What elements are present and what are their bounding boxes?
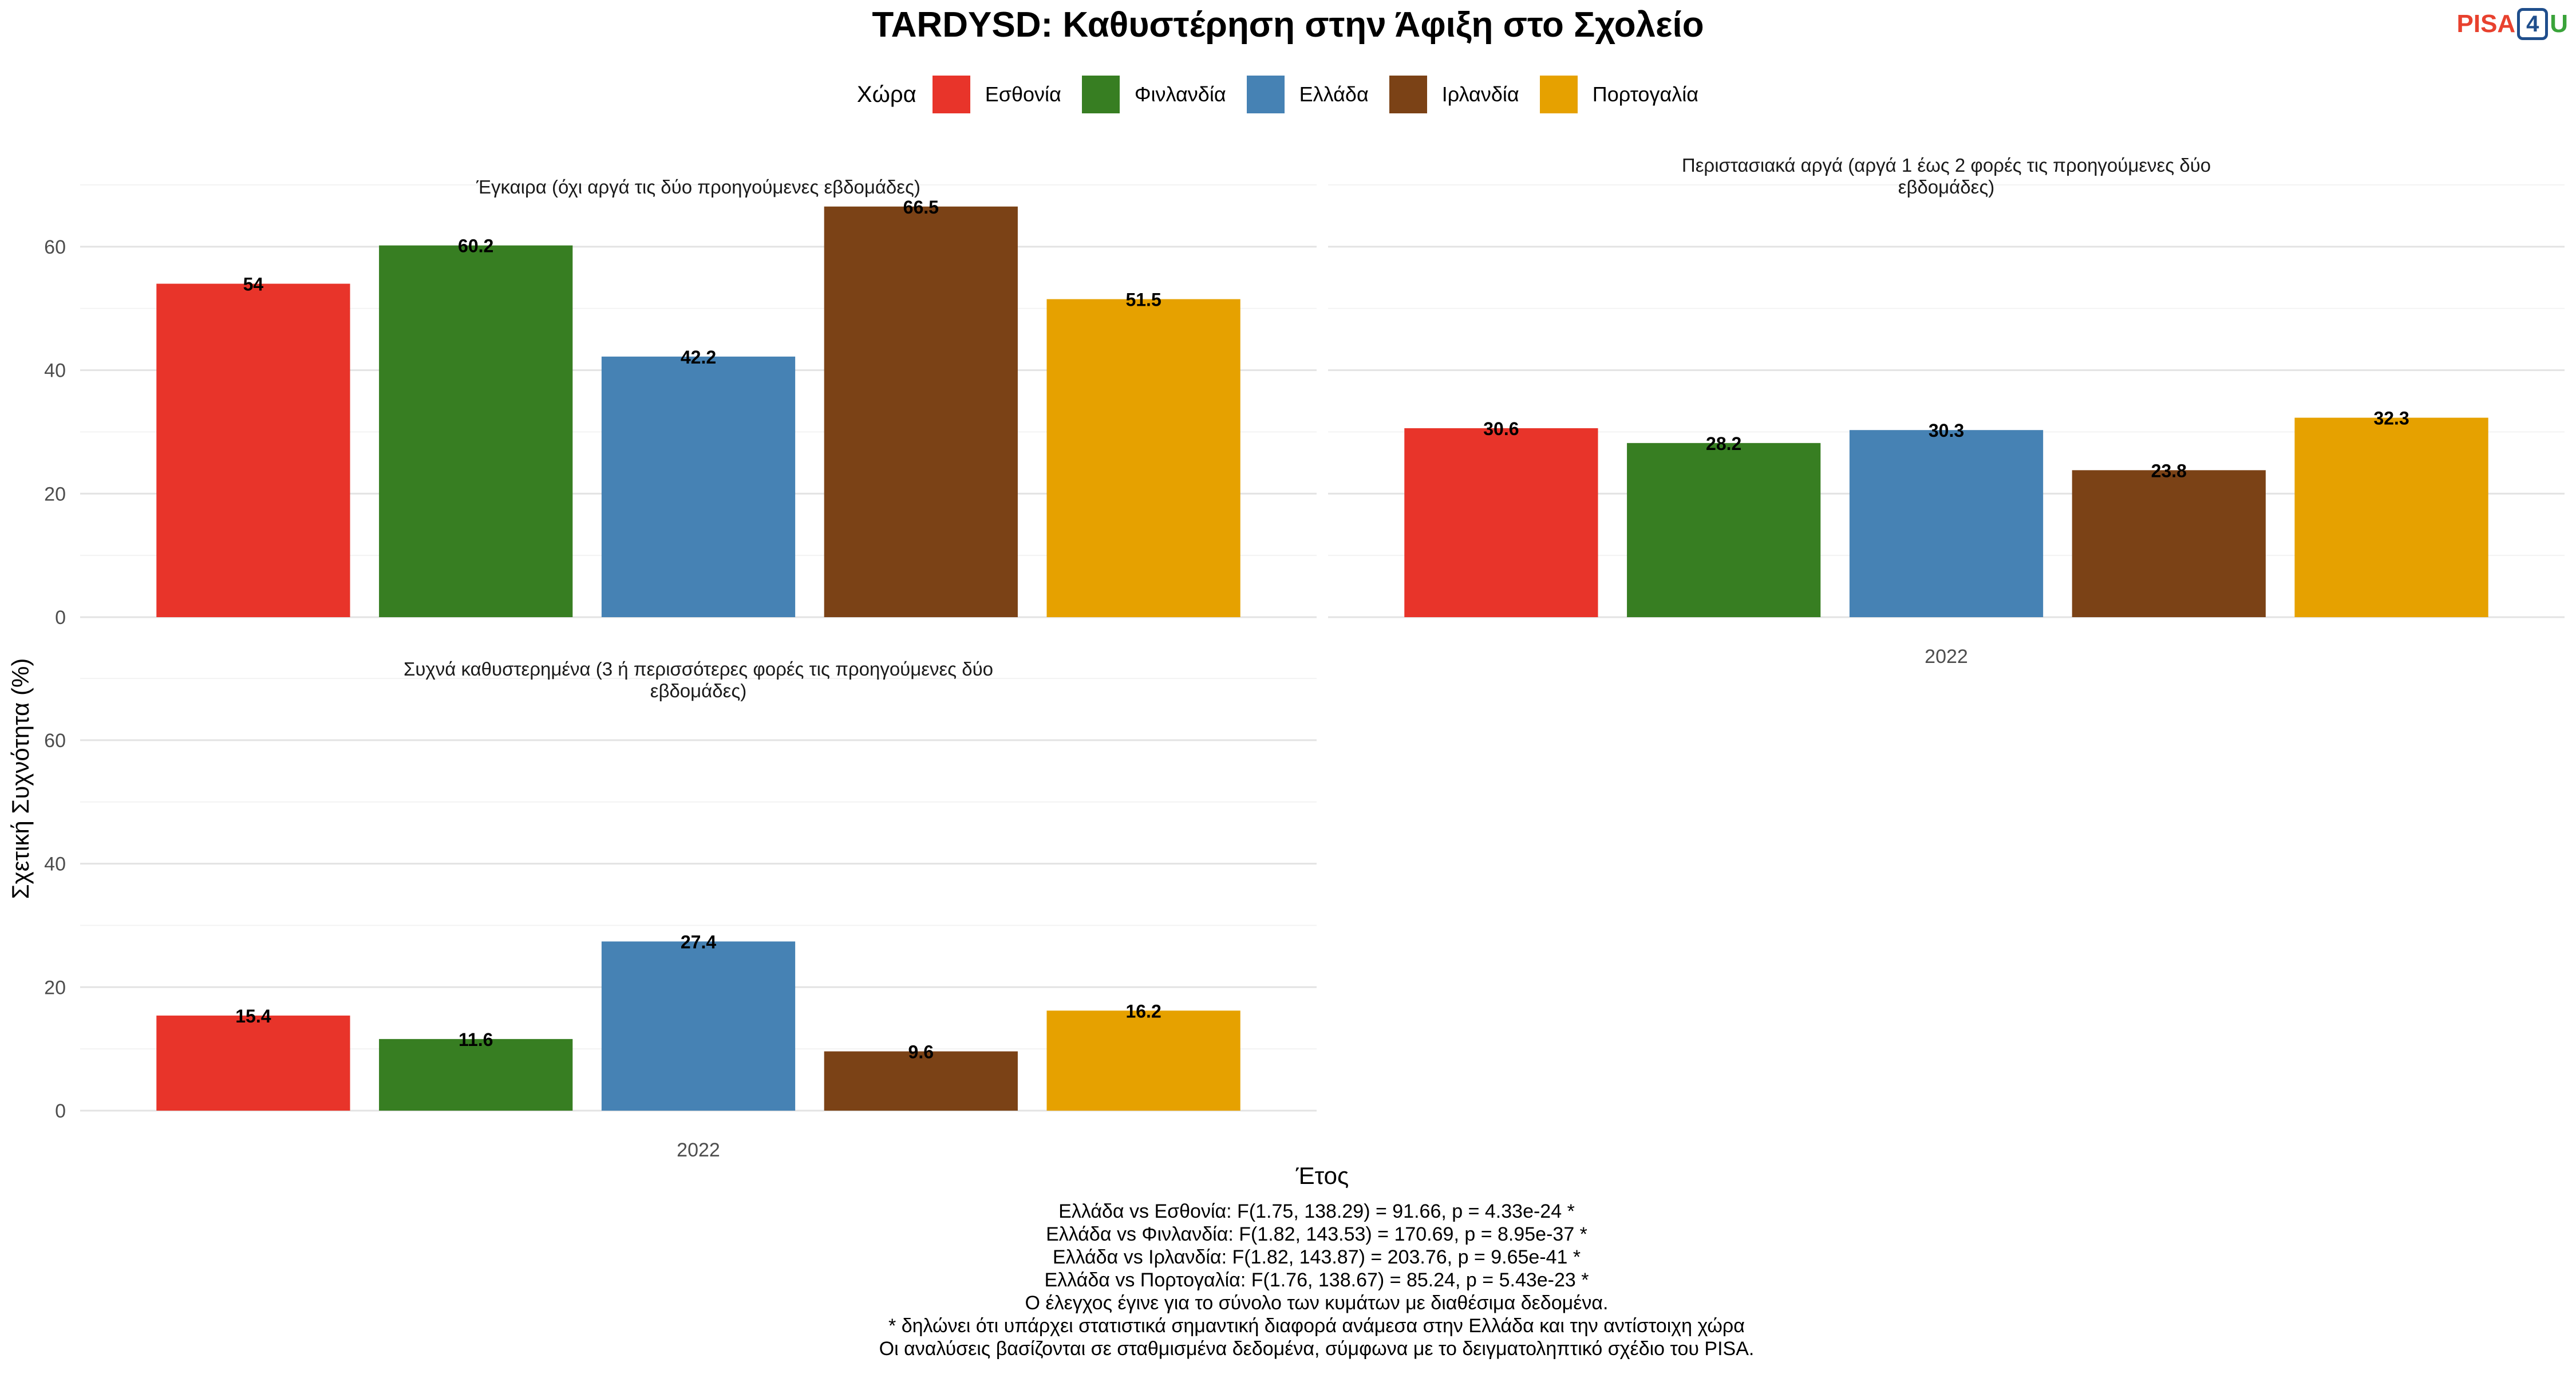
data-label-estonia: 30.6 — [1483, 418, 1519, 439]
bar-greece — [601, 356, 796, 617]
pisa4u-logo: PISA 4 U — [2457, 8, 2568, 40]
y-tick-label: 60 — [44, 236, 66, 258]
legend-item-ireland: Ιρλανδία — [1389, 76, 1519, 113]
note-line: Ελλάδα vs Ιρλανδία: F(1.82, 143.87) = 20… — [1052, 1246, 1581, 1268]
bar-ireland — [824, 206, 1018, 617]
data-label-ireland: 66.5 — [903, 197, 939, 218]
legend-item-greece: Ελλάδα — [1246, 76, 1369, 113]
legend-label-ireland: Ιρλανδία — [1441, 82, 1519, 106]
data-label-portugal: 16.2 — [1125, 1001, 1161, 1021]
legend-label-greece: Ελλάδα — [1299, 82, 1369, 106]
legend-key-greece — [1246, 76, 1285, 113]
bar-greece — [601, 941, 796, 1111]
note-line: Ο έλεγχος έγινε για το σύνολο των κυμάτω… — [1025, 1292, 1609, 1314]
y-tick-label: 40 — [44, 360, 66, 382]
legend-item-finland: Φινλανδία — [1081, 76, 1226, 113]
legend-label-finland: Φινλανδία — [1134, 82, 1226, 106]
bar-portugal — [2294, 417, 2488, 617]
legend: Χώρα Εσθονία Φινλανδία Ελλάδα Ιρλανδία Π… — [0, 76, 2576, 113]
panel-title: εβδομάδες) — [1898, 176, 1994, 198]
y-axis-label-wrap: Σχετική Συχνότητα (%) — [3, 578, 38, 979]
bar-finland — [1627, 443, 1821, 617]
legend-label-estonia: Εσθονία — [985, 82, 1061, 106]
x-tick-label: 2022 — [1925, 646, 1968, 668]
y-tick-label: 20 — [44, 483, 66, 505]
bar-estonia — [1404, 428, 1598, 617]
bar-estonia — [156, 1015, 350, 1111]
data-label-finland: 11.6 — [459, 1029, 493, 1050]
data-label-finland: 28.2 — [1706, 433, 1741, 454]
legend-item-estonia: Εσθονία — [932, 76, 1061, 113]
bar-portugal — [1046, 299, 1240, 617]
note-line: * δηλώνει ότι υπάρχει στατιστικά σημαντι… — [888, 1315, 1745, 1337]
data-label-portugal: 51.5 — [1125, 290, 1161, 310]
legend-label-portugal: Πορτογαλία — [1592, 82, 1699, 106]
logo-text-pisa: PISA — [2456, 10, 2516, 38]
note-line: Οι αναλύσεις βασίζονται σε σταθμισμένα δ… — [879, 1338, 1755, 1360]
note-line: Ελλάδα vs Εσθονία: F(1.75, 138.29) = 91.… — [1058, 1201, 1575, 1222]
panel-title: Συχνά καθυστερημένα (3 ή περισσότερες φο… — [404, 658, 993, 680]
data-label-greece: 27.4 — [681, 931, 716, 952]
legend-key-finland — [1081, 76, 1120, 113]
y-axis-label: Σχετική Συχνότητα (%) — [7, 658, 34, 899]
y-tick-label: 0 — [55, 1100, 66, 1122]
data-label-greece: 30.3 — [1929, 420, 1964, 441]
bar-estonia — [156, 283, 350, 618]
bar-finland — [379, 1039, 573, 1111]
bar-greece — [1849, 430, 2044, 617]
data-label-estonia: 54 — [243, 274, 264, 295]
bar-ireland — [824, 1051, 1018, 1111]
bar-ireland — [2072, 470, 2266, 617]
legend-key-estonia — [932, 76, 970, 113]
y-tick-label: 60 — [44, 730, 66, 752]
panel-title: Περιστασιακά αργά (αργά 1 έως 2 φορές τι… — [1682, 155, 2211, 176]
note-line: Ελλάδα vs Φινλανδία: F(1.82, 143.53) = 1… — [1046, 1223, 1587, 1245]
data-label-finland: 60.2 — [458, 236, 493, 256]
data-label-portugal: 32.3 — [2373, 408, 2409, 429]
legend-key-portugal — [1539, 76, 1578, 113]
logo-text-u: U — [2550, 10, 2568, 38]
bar-portugal — [1046, 1010, 1240, 1111]
chart-title: TARDYSD: Καθυστέρηση στην Άφιξη στο Σχολ… — [872, 5, 1704, 45]
x-tick-label: 2022 — [677, 1139, 720, 1161]
data-label-estonia: 15.4 — [235, 1006, 271, 1026]
y-tick-label: 0 — [55, 607, 66, 629]
x-axis-label: Έτος — [1295, 1162, 1349, 1189]
bar-finland — [379, 245, 573, 617]
legend-key-ireland — [1389, 76, 1427, 113]
panel-title: εβδομάδες) — [650, 680, 746, 701]
data-label-ireland: 9.6 — [908, 1041, 934, 1062]
logo-text-four: 4 — [2517, 8, 2549, 40]
panel-title: Έγκαιρα (όχι αργά τις δύο προηγούμενες ε… — [476, 176, 920, 198]
footnotes: Ελλάδα vs Εσθονία: F(1.75, 138.29) = 91.… — [0, 1200, 2576, 1360]
y-tick-label: 40 — [44, 854, 66, 875]
note-line: Ελλάδα vs Πορτογαλία: F(1.76, 138.67) = … — [1044, 1269, 1589, 1291]
legend-title: Χώρα — [856, 81, 916, 107]
data-label-ireland: 23.8 — [2151, 460, 2187, 481]
legend-item-portugal: Πορτογαλία — [1539, 76, 1699, 113]
y-tick-label: 20 — [44, 977, 66, 998]
data-label-greece: 42.2 — [681, 347, 716, 368]
